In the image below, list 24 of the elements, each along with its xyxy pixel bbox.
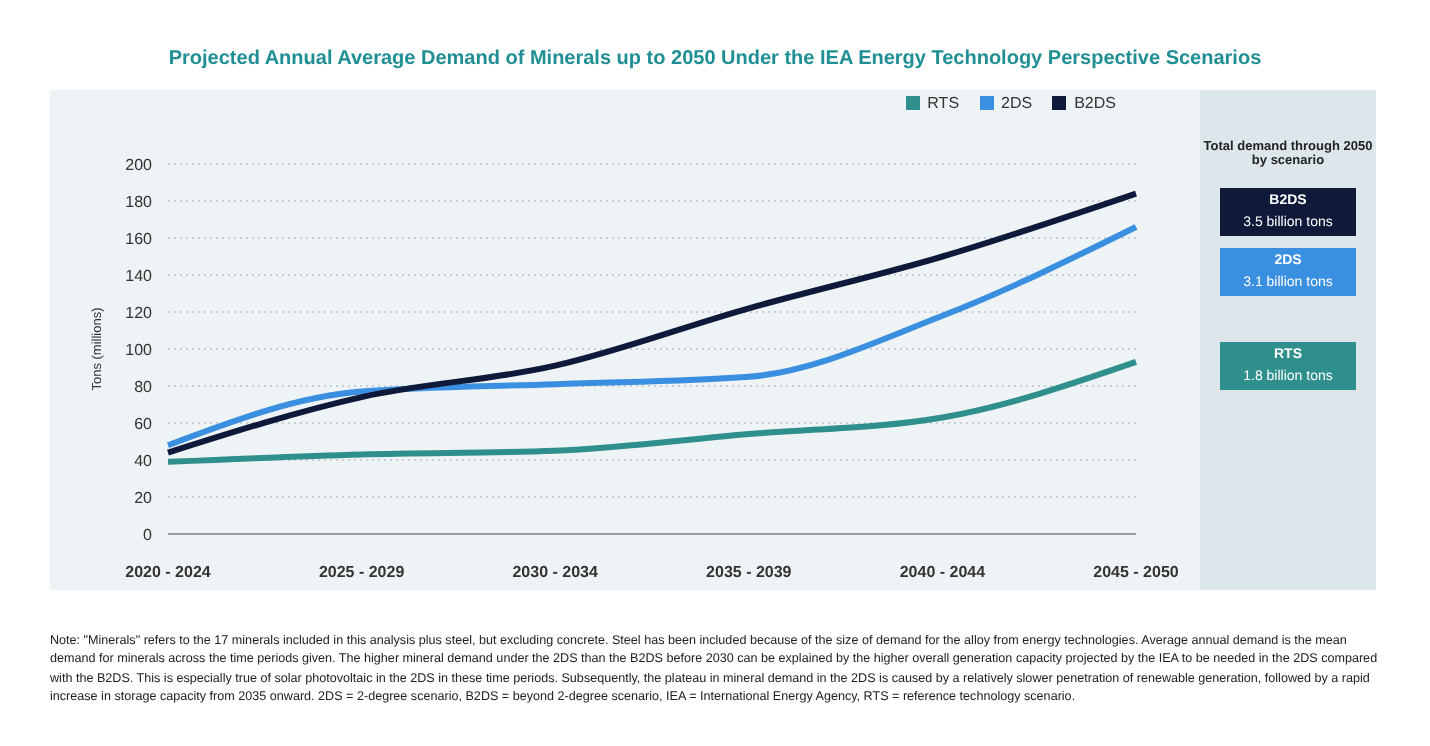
y-tick-label: 180 (125, 192, 154, 211)
y-tick-label: 160 (125, 229, 154, 248)
x-tick-label: 2025 - 2029 (318, 563, 406, 582)
y-tick-label: 40 (134, 451, 154, 470)
y-tick-label: 60 (134, 414, 154, 433)
x-tick-label: 2035 - 2039 (706, 563, 793, 582)
legend-label: RTS (927, 94, 960, 112)
x-tick-label: 2040 - 2044 (899, 563, 987, 582)
line-series (165, 358, 1139, 465)
y-tick-label: 140 (125, 266, 154, 285)
y-tick-label: 20 (134, 488, 154, 507)
x-tick-label: 2030 - 2034 (512, 563, 599, 582)
y-tick-label: 0 (143, 525, 154, 544)
y-tick-label: 80 (134, 377, 154, 396)
y-tick-label: 100 (125, 340, 154, 359)
x-tick-label: 2045 - 2050 (1093, 563, 1180, 582)
line-series (165, 190, 1139, 456)
y-tick-label: 120 (125, 303, 154, 322)
line-series (165, 223, 1139, 449)
chart-title: Projected Annual Average Demand of Minerals up to 2050 Under the IEA Energy Technology Perspective Scenarios (166, 48, 1264, 70)
y-tick-label: 200 (125, 155, 154, 174)
x-tick-label: 2020 - 2024 (125, 563, 212, 582)
legend-label: 2DS (1001, 94, 1033, 112)
legend-label: B2DS (1074, 94, 1116, 112)
